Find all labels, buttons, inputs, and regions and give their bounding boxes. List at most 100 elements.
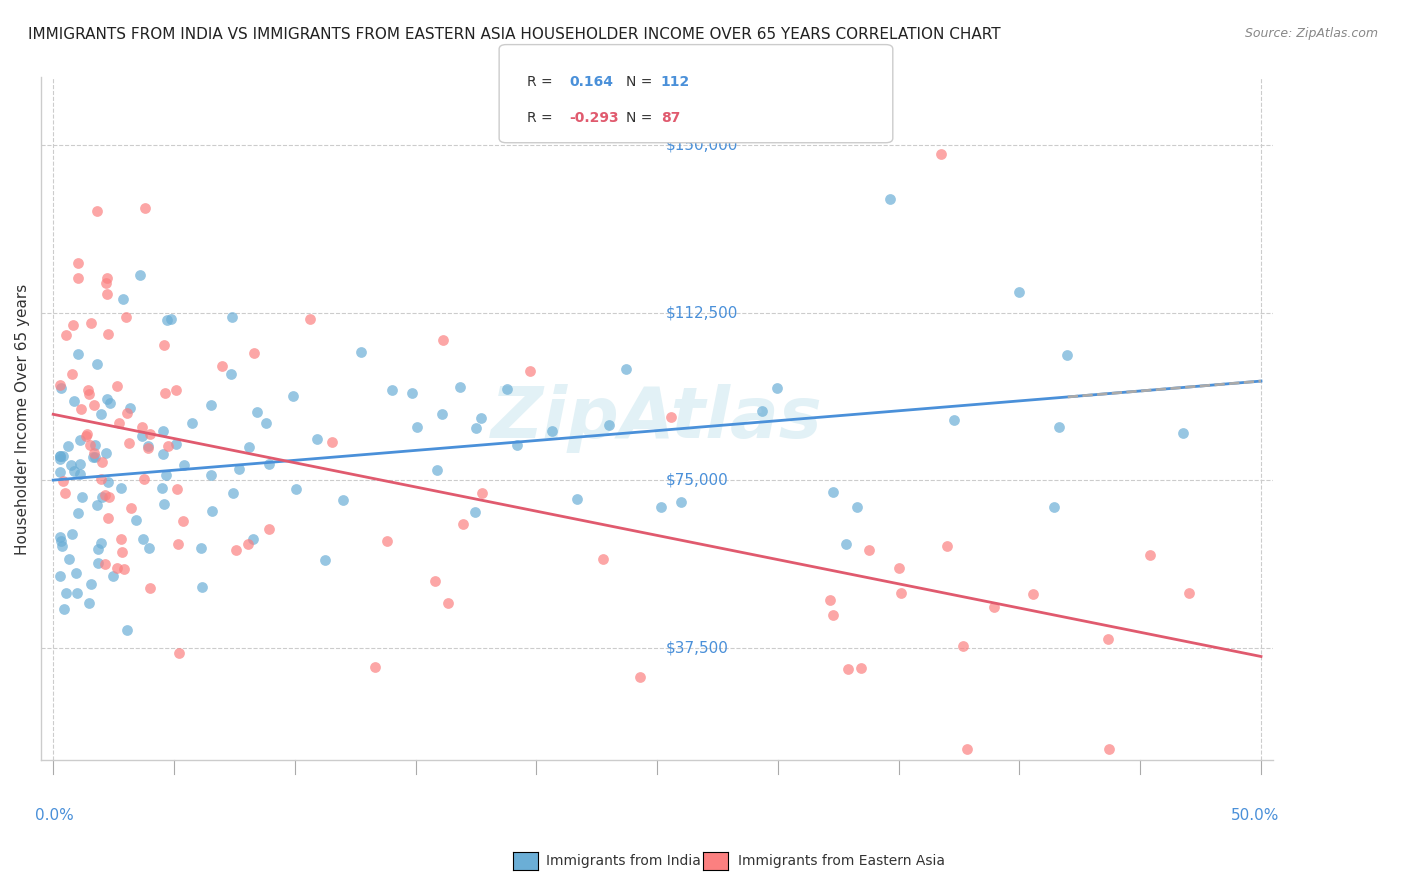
- Point: [1098, 742, 1121, 756]
- Point: [519, 364, 541, 378]
- Text: $112,500: $112,500: [665, 305, 738, 320]
- Point: [299, 311, 322, 326]
- Text: Immigrants from India: Immigrants from India: [546, 854, 700, 868]
- Point: [55, 328, 77, 343]
- Point: [49, 449, 72, 463]
- Point: [138, 427, 160, 442]
- Point: [181, 416, 204, 430]
- Point: [62, 318, 84, 333]
- Point: [259, 522, 281, 536]
- Point: [766, 381, 789, 395]
- Point: [82, 450, 104, 465]
- Point: [592, 552, 614, 566]
- Point: [51, 381, 73, 395]
- Point: [430, 407, 453, 421]
- Point: [887, 561, 910, 575]
- Point: [1047, 420, 1070, 434]
- Text: $150,000: $150,000: [665, 137, 738, 153]
- Point: [211, 359, 233, 373]
- Point: [423, 574, 446, 588]
- Point: [136, 441, 159, 455]
- Point: [66, 586, 89, 600]
- Point: [86, 204, 108, 219]
- Point: [80, 316, 103, 330]
- Point: [191, 581, 214, 595]
- Point: [152, 338, 174, 352]
- Point: [62, 393, 84, 408]
- Point: [60, 527, 83, 541]
- Text: IMMIGRANTS FROM INDIA VS IMMIGRANTS FROM EASTERN ASIA HOUSEHOLDER INCOME OVER 65: IMMIGRANTS FROM INDIA VS IMMIGRANTS FROM…: [28, 27, 1001, 42]
- Point: [650, 500, 672, 514]
- Point: [983, 599, 1005, 614]
- Point: [67, 256, 90, 270]
- Point: [956, 742, 979, 756]
- Point: [221, 310, 243, 324]
- Point: [1043, 500, 1066, 514]
- Point: [91, 455, 114, 469]
- Point: [115, 310, 138, 325]
- Point: [471, 486, 494, 500]
- Point: [659, 409, 682, 424]
- Point: [139, 581, 162, 595]
- Point: [381, 383, 404, 397]
- Text: Immigrants from Eastern Asia: Immigrants from Eastern Asia: [738, 854, 945, 868]
- Text: $37,500: $37,500: [665, 641, 728, 656]
- Point: [152, 447, 174, 461]
- Point: [49, 465, 72, 479]
- Point: [129, 268, 152, 283]
- Point: [375, 533, 398, 548]
- Point: [84, 450, 107, 464]
- Text: ZipAtlas: ZipAtlas: [491, 384, 823, 453]
- Y-axis label: Householder Income Over 65 years: Householder Income Over 65 years: [15, 284, 30, 555]
- Point: [201, 504, 224, 518]
- Point: [221, 367, 243, 381]
- Point: [449, 379, 471, 393]
- Point: [254, 416, 277, 430]
- Point: [437, 596, 460, 610]
- Point: [190, 541, 212, 555]
- Text: R =: R =: [527, 75, 553, 89]
- Point: [96, 270, 118, 285]
- Point: [150, 481, 173, 495]
- Point: [598, 418, 620, 433]
- Point: [131, 429, 153, 443]
- Point: [846, 500, 869, 515]
- Point: [94, 557, 117, 571]
- Point: [173, 458, 195, 473]
- Point: [49, 452, 72, 467]
- Point: [96, 286, 118, 301]
- Point: [49, 569, 72, 583]
- Text: Source: ZipAtlas.com: Source: ZipAtlas.com: [1244, 27, 1378, 40]
- Point: [58, 552, 80, 566]
- Point: [432, 333, 454, 347]
- Point: [1177, 586, 1199, 600]
- Point: [305, 432, 328, 446]
- Point: [849, 660, 872, 674]
- Point: [165, 383, 187, 397]
- Point: [228, 462, 250, 476]
- Point: [225, 543, 247, 558]
- Text: $75,000: $75,000: [665, 473, 728, 488]
- Point: [125, 513, 148, 527]
- Point: [285, 482, 308, 496]
- Point: [49, 377, 72, 392]
- Point: [160, 311, 183, 326]
- Point: [49, 449, 72, 463]
- Point: [465, 421, 488, 435]
- Point: [49, 530, 72, 544]
- Point: [69, 434, 91, 448]
- Point: [83, 446, 105, 460]
- Point: [132, 532, 155, 546]
- Point: [134, 472, 156, 486]
- Text: N =: N =: [626, 75, 652, 89]
- Point: [112, 562, 135, 576]
- Point: [90, 472, 112, 486]
- Point: [87, 556, 110, 570]
- Point: [97, 475, 120, 490]
- Point: [200, 468, 222, 483]
- Point: [49, 533, 72, 548]
- Point: [172, 514, 194, 528]
- Point: [67, 270, 90, 285]
- Point: [56, 439, 79, 453]
- Point: [152, 424, 174, 438]
